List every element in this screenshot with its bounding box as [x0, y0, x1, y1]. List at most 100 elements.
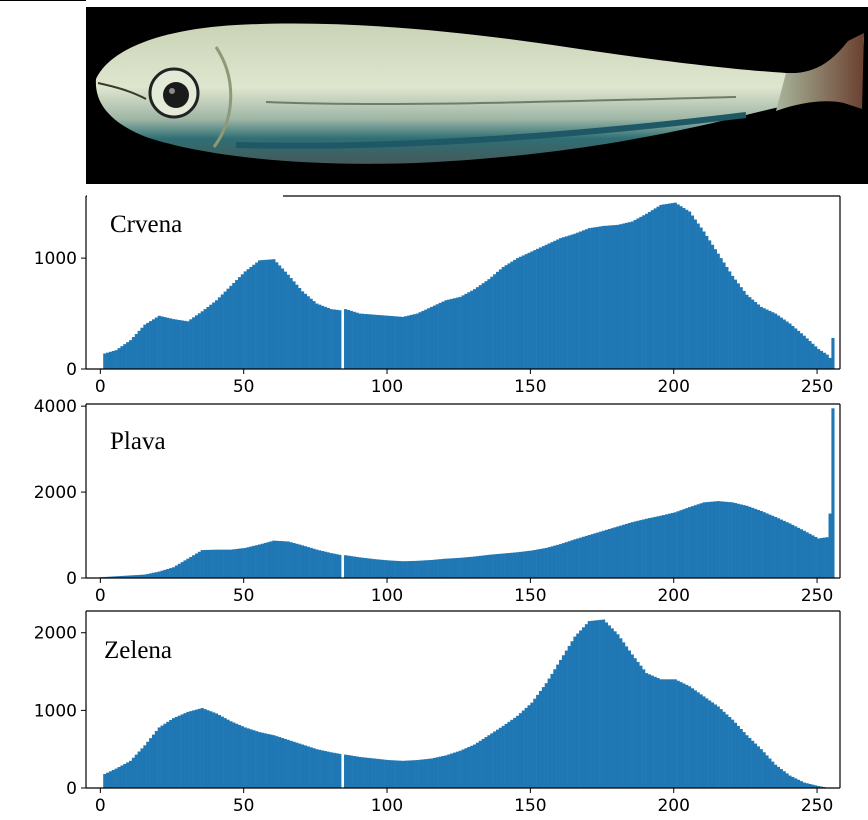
histogram-bar-blue	[355, 556, 359, 578]
histogram-bar-green	[636, 661, 640, 788]
histogram-bar-green	[103, 774, 107, 788]
histogram-bar-blue	[779, 519, 783, 578]
histogram-bar-red	[481, 283, 485, 369]
histogram-bar-red	[642, 215, 646, 369]
histogram-bar-red	[123, 344, 127, 369]
histogram-bar-green	[412, 760, 416, 788]
histogram-bar-blue	[728, 502, 732, 578]
histogram-bar-blue	[177, 563, 181, 578]
histogram-bar-red	[814, 346, 818, 369]
histogram-bar-green	[215, 713, 219, 788]
histogram-bar-green	[269, 734, 273, 788]
histogram-bar-red	[579, 231, 583, 369]
histogram-bar-red	[134, 333, 138, 369]
histogram-bar-blue	[536, 549, 540, 578]
histogram-bar-green	[513, 717, 517, 788]
histogram-bar-blue	[137, 574, 141, 578]
panel-label-green: Zelena	[104, 637, 172, 664]
histogram-bar-green	[352, 756, 356, 788]
histogram-bar-blue	[312, 548, 316, 578]
histogram-bar-blue	[358, 557, 362, 578]
histogram-bar-green	[447, 754, 451, 788]
x-tick-label: 150	[514, 377, 546, 397]
histogram-bar-blue	[659, 515, 663, 578]
histogram-bar-blue	[146, 573, 150, 578]
histogram-bar-green	[762, 752, 766, 788]
histogram-bar-red	[361, 313, 365, 369]
histogram-bar-red	[344, 309, 348, 369]
histogram-bar-blue	[126, 575, 130, 578]
histogram-bar-green	[346, 755, 351, 788]
histogram-bar-red	[507, 263, 511, 369]
histogram-bar-green	[493, 731, 497, 788]
histogram-bar-blue	[699, 503, 703, 578]
histogram-bar-green	[579, 630, 583, 788]
histogram-bar-green	[665, 679, 669, 788]
histogram-bar-green	[252, 730, 256, 788]
histogram-bar-blue	[797, 527, 801, 578]
histogram-bar-blue	[478, 555, 482, 578]
histogram-bar-green	[794, 778, 798, 788]
histogram-bar-blue	[819, 538, 824, 578]
histogram-bar-green	[587, 621, 591, 788]
histogram-panel-red: 0 50 100 150 200 250 0 1000 Crvena	[34, 194, 841, 397]
histogram-bar-green	[131, 757, 135, 788]
histogram-bar-green	[452, 752, 457, 788]
histogram-bar-red	[352, 311, 356, 369]
histogram-bar-blue	[642, 519, 646, 578]
histogram-bar-blue	[131, 575, 135, 578]
histogram-bar-red	[140, 327, 144, 369]
histogram-bar-blue	[782, 520, 786, 578]
histogram-bar-blue	[338, 554, 342, 578]
histogram-bar-red	[538, 247, 543, 369]
histogram-bar-blue	[369, 558, 373, 578]
histogram-bar-red	[278, 265, 282, 369]
histogram-bar-blue	[438, 559, 442, 578]
histogram-bar-blue	[679, 510, 683, 578]
histogram-bar-green	[559, 659, 563, 788]
histogram-bar-green	[673, 679, 677, 788]
histogram-bar-green	[111, 769, 115, 788]
histogram-bar-green	[432, 757, 437, 788]
histogram-bar-green	[731, 719, 735, 788]
x-tick-label: 200	[657, 796, 689, 816]
histogram-bar-green	[223, 718, 227, 788]
histogram-bar-red	[688, 211, 692, 369]
histogram-bar-red	[349, 310, 353, 369]
histogram-bar-red	[424, 309, 428, 369]
histogram-bar-blue	[719, 501, 723, 578]
histogram-bar-red	[467, 292, 471, 369]
histogram-bar-blue	[108, 576, 113, 578]
histogram-bar-red	[576, 232, 580, 369]
histogram-bar-red	[223, 291, 227, 369]
histogram-bar-red	[679, 206, 683, 369]
histogram-bar-blue	[375, 559, 379, 578]
histogram-bar-blue	[799, 529, 803, 578]
histogram-bar-red	[149, 321, 153, 369]
histogram-bar-blue	[762, 512, 766, 578]
histogram-bar-green	[114, 768, 118, 788]
histogram-bar-green	[384, 759, 388, 788]
histogram-bar-red	[699, 227, 703, 369]
histogram-bar-blue	[604, 529, 609, 578]
histogram-bar-green	[366, 757, 371, 788]
histogram-bar-green	[524, 707, 528, 788]
histogram-bar-blue	[447, 558, 451, 578]
histogram-bar-red	[215, 300, 219, 369]
histogram-bar-red	[470, 290, 474, 369]
histogram-bar-blue	[461, 557, 465, 578]
histogram-bar-red	[797, 330, 801, 369]
histogram-bar-blue	[685, 508, 689, 578]
histogram-bar-red	[708, 240, 712, 369]
histogram-bar-red	[731, 275, 735, 369]
histogram-bar-red	[366, 314, 371, 369]
histogram-bar-green	[172, 718, 176, 788]
histogram-bar-green	[607, 625, 611, 788]
histogram-bar-green	[645, 673, 649, 788]
histogram-bar-green	[639, 665, 643, 788]
histogram-bar-red	[613, 225, 617, 369]
histogram-bar-red	[323, 306, 328, 369]
histogram-bar-red	[748, 297, 752, 369]
histogram-bar-blue	[656, 516, 660, 578]
fish-belly-stripe	[235, 112, 747, 149]
